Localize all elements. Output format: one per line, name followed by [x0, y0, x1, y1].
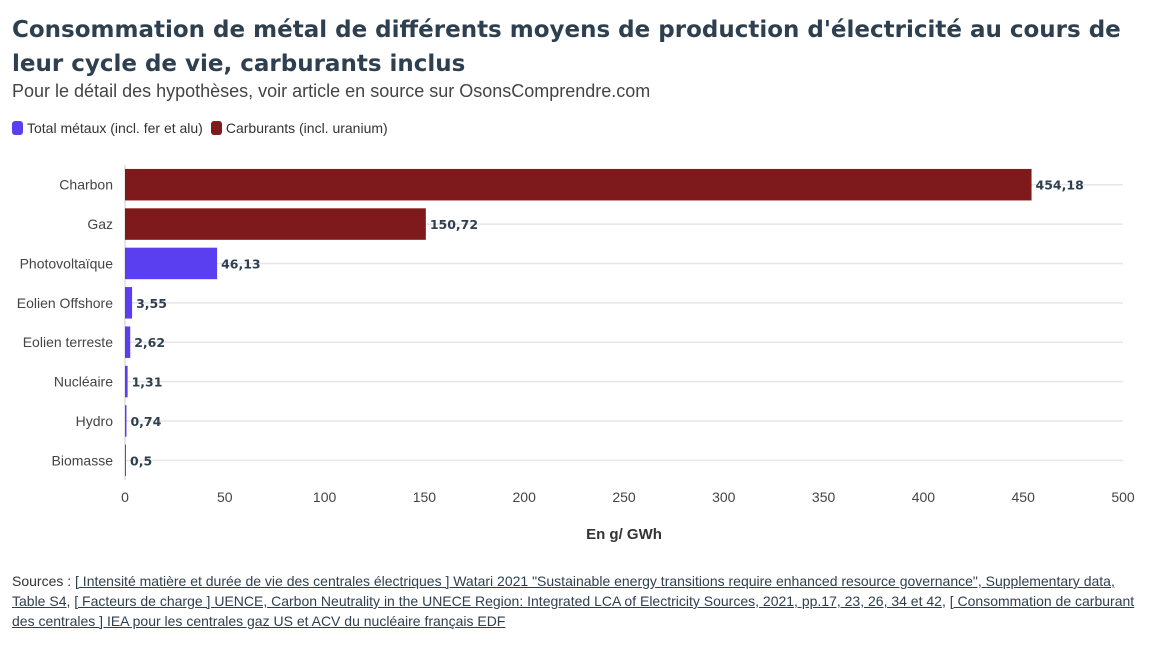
- legend-label-fuels: Carburants (incl. uranium): [225, 120, 388, 136]
- x-tick-label: 300: [712, 489, 736, 505]
- sources-separator: ,: [66, 593, 75, 609]
- x-tick-label: 450: [1012, 489, 1036, 505]
- bar-gaz: [125, 208, 426, 240]
- x-tick-label: 150: [413, 489, 437, 505]
- category-label: Photovoltaïque: [20, 255, 114, 271]
- x-tick-label: 250: [612, 489, 636, 505]
- x-axis-title: En g/ GWh: [586, 526, 662, 543]
- category-label: Charbon: [59, 177, 113, 193]
- bar-eolien-offshore: [125, 287, 133, 319]
- value-label: 454,18: [1036, 178, 1084, 193]
- legend-item-fuels[interactable]: Carburants (incl. uranium): [210, 120, 388, 136]
- x-tick-label: 400: [912, 489, 936, 505]
- category-label: Gaz: [87, 216, 113, 232]
- source-link-fuel-consumption[interactable]: [ Consommation de carburant des centrale…: [12, 593, 1135, 629]
- x-tick-label: 0: [121, 489, 129, 505]
- category-label: Eolien Offshore: [17, 295, 113, 311]
- sources: Sources : [ Intensité matière et durée d…: [12, 571, 1137, 631]
- sources-separator: ,: [941, 593, 950, 609]
- bar-biomasse: [125, 444, 126, 477]
- category-label: Nucléaire: [54, 374, 113, 390]
- chart-subtitle: Pour le détail des hypothèses, voir arti…: [12, 81, 651, 101]
- legend-swatch-fuels: [210, 121, 222, 135]
- value-label: 3,55: [136, 296, 167, 311]
- legend-label-metals: Total métaux (incl. fer et alu): [27, 120, 203, 136]
- legend-swatch-metals: [12, 121, 23, 135]
- bar-eolien-terreste: [125, 326, 131, 358]
- value-label: 0,5: [130, 453, 152, 468]
- x-tick-label: 350: [812, 489, 836, 505]
- x-tick-label: 50: [217, 489, 233, 505]
- legend: Total métaux (incl. fer et alu) Carburan…: [12, 120, 388, 136]
- legend-item-metals[interactable]: Total métaux (incl. fer et alu): [12, 120, 203, 136]
- value-label: 0,74: [130, 414, 161, 429]
- value-label: 2,62: [134, 335, 165, 350]
- x-tick-label: 500: [1111, 489, 1135, 505]
- chart-title: Consommation de métal de différents moye…: [12, 17, 1121, 77]
- bar-hydro: [125, 405, 127, 437]
- category-label: Biomasse: [52, 452, 114, 468]
- source-link-material-intensity[interactable]: [ Intensité matière et durée de vie des …: [12, 573, 1115, 609]
- bar-nucl-aire: [125, 365, 128, 398]
- x-tick-label: 200: [513, 489, 537, 505]
- x-tick-label: 100: [313, 489, 337, 505]
- category-label: Hydro: [76, 413, 114, 429]
- bar-chart: 0 50 100 150 200 250 300 350 400 450 500 Charbon 454…: [17, 165, 1135, 543]
- value-label: 1,31: [132, 375, 163, 390]
- sources-prefix: Sources :: [12, 573, 76, 589]
- category-label: Eolien terreste: [23, 334, 113, 350]
- bar-charbon: [125, 168, 1032, 201]
- source-link-load-factors[interactable]: [ Facteurs de charge ] UENCE, Carbon Neu…: [74, 593, 942, 609]
- value-label: 150,72: [430, 217, 478, 232]
- bar-photovolta-que: [125, 247, 218, 280]
- value-label: 46,13: [221, 256, 261, 271]
